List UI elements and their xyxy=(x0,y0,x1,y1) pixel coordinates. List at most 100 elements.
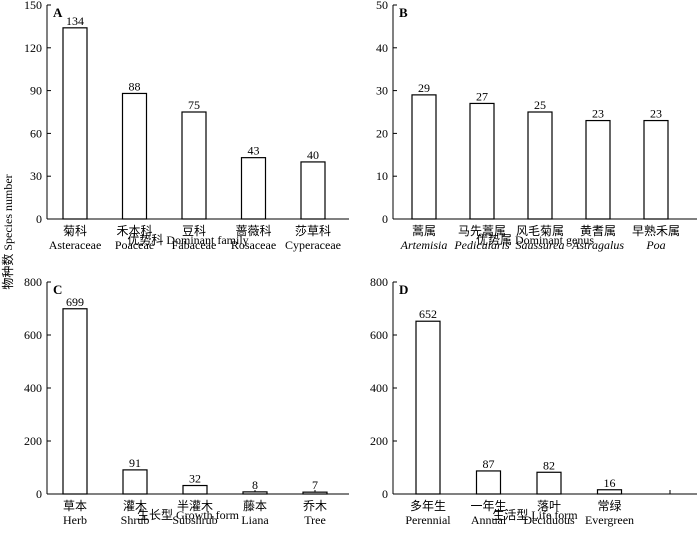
bar xyxy=(475,470,502,495)
y-tick-label: 400 xyxy=(24,381,42,395)
y-tick-label: 40 xyxy=(376,41,388,55)
data-label: 88 xyxy=(129,79,141,93)
y-tick-label: 150 xyxy=(24,0,42,12)
x-tick-label-en: Saussurea xyxy=(516,238,565,252)
panel-letter: D xyxy=(399,282,408,297)
x-tick-label-zh: 禾本科 xyxy=(116,224,152,238)
y-tick-label: 200 xyxy=(24,434,42,448)
data-label: 29 xyxy=(418,81,430,95)
bar xyxy=(122,469,148,495)
x-tick-label-en: Subshrub xyxy=(172,513,217,527)
x-tick-label-en: Pedicularis xyxy=(453,238,510,252)
bar xyxy=(121,92,148,220)
bar xyxy=(536,471,562,495)
data-label: 40 xyxy=(307,148,319,162)
x-tick-label-en: Poa xyxy=(645,238,665,252)
x-tick-label-en: Astragalus xyxy=(571,238,624,252)
x-tick-label-en: Deciduous xyxy=(523,513,575,527)
x-tick-label-en: Annual xyxy=(471,513,507,527)
y-tick-label: 800 xyxy=(24,275,42,289)
y-tick-label: 30 xyxy=(376,84,388,98)
bar xyxy=(242,491,268,495)
x-tick-label-en: Herb xyxy=(63,513,87,527)
panel-letter: B xyxy=(399,5,408,20)
bar xyxy=(62,27,88,220)
bar xyxy=(469,102,495,220)
x-tick-label-zh: 半灌木 xyxy=(177,499,213,513)
data-label: 23 xyxy=(592,107,604,121)
data-label: 43 xyxy=(248,144,260,158)
x-tick-label-zh: 灌木 xyxy=(123,499,147,513)
y-tick-label: 50 xyxy=(376,0,388,12)
x-tick-label-en: Liana xyxy=(241,513,269,527)
y-tick-label: 0 xyxy=(36,487,42,501)
x-tick-label-zh: 蒿属 xyxy=(412,224,436,238)
x-tick-label-en: Asteraceae xyxy=(49,238,102,252)
x-tick-label-zh: 多年生 xyxy=(410,499,446,513)
data-label: 82 xyxy=(543,458,555,472)
x-tick-label-zh: 藤本 xyxy=(243,499,267,513)
x-tick-label-en: Perennial xyxy=(405,513,451,527)
panel-letter: A xyxy=(53,5,63,20)
y-tick-label: 0 xyxy=(382,212,388,226)
x-tick-label-zh: 风毛菊属 xyxy=(516,224,564,238)
x-tick-label-zh: 草本 xyxy=(63,499,87,513)
x-tick-label-en: Tree xyxy=(304,513,326,527)
x-tick-label-en: Shrub xyxy=(121,513,150,527)
bar xyxy=(643,119,669,220)
data-label: 87 xyxy=(483,457,495,471)
x-tick-label-en: Rosaceae xyxy=(231,238,276,252)
data-label: 23 xyxy=(650,107,662,121)
bar xyxy=(411,94,437,220)
y-tick-label: 800 xyxy=(370,275,388,289)
bar xyxy=(300,161,326,220)
y-tick-label: 10 xyxy=(376,169,388,183)
y-tick-label: 400 xyxy=(370,381,388,395)
x-axis-title: 优势属 Dominant genus xyxy=(476,233,594,247)
data-label: 16 xyxy=(604,476,616,490)
x-tick-label-zh: 常绿 xyxy=(597,498,621,513)
y-tick-label: 20 xyxy=(376,126,388,140)
x-tick-label-zh: 乔木 xyxy=(303,499,327,513)
x-tick-label-en: Evergreen xyxy=(585,513,634,527)
y-tick-label: 60 xyxy=(30,126,42,140)
data-label: 27 xyxy=(476,89,488,103)
x-tick-label-zh: 早熟禾属 xyxy=(632,223,680,238)
x-tick-label-zh: 黄耆属 xyxy=(580,224,616,238)
data-label: 699 xyxy=(66,295,84,309)
y-tick-label: 600 xyxy=(24,328,42,342)
bar xyxy=(415,320,441,495)
panel-letter: C xyxy=(53,282,62,297)
x-tick-label-zh: 豆科 xyxy=(182,224,206,238)
bar xyxy=(527,111,553,220)
x-tick-label-zh: 蔷薇科 xyxy=(235,224,271,238)
y-axis-title: 物种数 Species number xyxy=(0,174,15,289)
bar xyxy=(182,484,208,495)
y-tick-label: 120 xyxy=(24,41,42,55)
y-tick-label: 200 xyxy=(370,434,388,448)
data-label: 8 xyxy=(252,478,258,492)
y-tick-label: 90 xyxy=(30,84,42,98)
x-axis-title: 生活型 Life form xyxy=(492,508,578,522)
x-tick-label-en: Artemisia xyxy=(400,238,448,252)
x-tick-label-zh: 落叶 xyxy=(537,499,561,513)
x-tick-label-en: Fabaceae xyxy=(172,238,217,252)
data-label: 25 xyxy=(534,98,546,112)
data-label: 134 xyxy=(66,14,84,28)
y-tick-label: 0 xyxy=(382,487,388,501)
x-tick-label-en: Poaceae xyxy=(115,238,154,252)
bar xyxy=(181,111,207,220)
data-label: 652 xyxy=(419,307,437,321)
data-label: 75 xyxy=(188,98,200,112)
y-tick-label: 30 xyxy=(30,169,42,183)
data-label: 7 xyxy=(312,478,318,492)
x-axis-title: 生长型 Growth form xyxy=(137,508,240,522)
y-tick-label: 0 xyxy=(36,212,42,226)
data-label: 91 xyxy=(129,456,141,470)
data-label: 32 xyxy=(189,472,201,486)
